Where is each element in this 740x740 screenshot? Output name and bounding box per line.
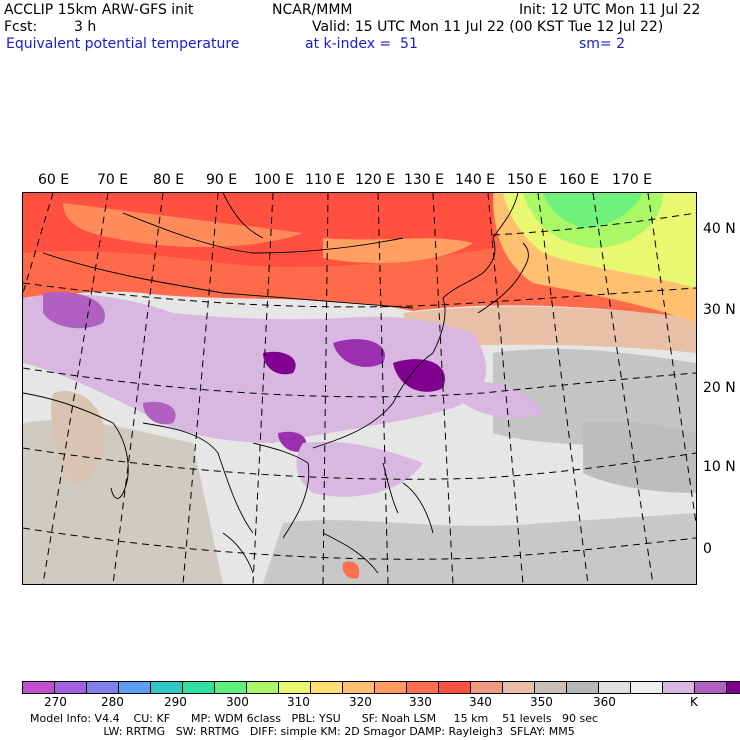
colorbar-label-310: 310: [287, 695, 310, 709]
colorbar-label-360: 360: [593, 695, 616, 709]
colorbar-cell: [407, 682, 439, 693]
colorbar-cell: [631, 682, 663, 693]
colorbar-cell: [279, 682, 311, 693]
valid-time: Valid: 15 UTC Mon 11 Jul 22 (00 KST Tue …: [312, 19, 664, 35]
colorbar-cell: [375, 682, 407, 693]
lon-label-160e: 160 E: [559, 172, 600, 188]
colorbar-label-340: 340: [469, 695, 492, 709]
lon-label-150e: 150 E: [507, 172, 548, 188]
colorbar-label-280: 280: [101, 695, 124, 709]
colorbar-label-320: 320: [349, 695, 372, 709]
colorbar-cell: [503, 682, 535, 693]
lon-label-170e: 170 E: [612, 172, 653, 188]
colorbar-cell: [183, 682, 215, 693]
colorbar-cell: [471, 682, 503, 693]
colorbar-label-350: 350: [530, 695, 553, 709]
lat-label-0: 0: [703, 541, 712, 557]
colorbar-label-330: 330: [409, 695, 432, 709]
center-label: NCAR/MMM: [272, 2, 353, 18]
colorbar-cell: [151, 682, 183, 693]
colorbar-cell: [87, 682, 119, 693]
forecast-hours: 3 h: [74, 19, 97, 35]
colorbar-cell: [535, 682, 567, 693]
lat-label-20n: 20 N: [703, 380, 736, 396]
colorbar-cell: [119, 682, 151, 693]
colorbar-cell: [343, 682, 375, 693]
colorbar-cell: [215, 682, 247, 693]
colorbar-cell: [439, 682, 471, 693]
lon-label-120e: 120 E: [355, 172, 396, 188]
lon-label-130e: 130 E: [404, 172, 445, 188]
model-info-line2: LW: RRTMG SW: RRTMG DIFF: simple KM: 2D …: [30, 725, 575, 738]
colorbar: [22, 681, 740, 694]
lat-label-40n: 40 N: [703, 221, 736, 237]
lat-label-10n: 10 N: [703, 459, 736, 475]
colorbar-cell: [727, 682, 740, 693]
map-svg: [23, 193, 696, 584]
lat-label-30n: 30 N: [703, 302, 736, 318]
colorbar-cell: [567, 682, 599, 693]
lon-label-60e: 60 E: [38, 172, 70, 188]
lon-label-140e: 140 E: [455, 172, 496, 188]
colorbar-label-290: 290: [164, 695, 187, 709]
lon-label-110e: 110 E: [305, 172, 346, 188]
field-name: Equivalent potential temperature: [6, 36, 240, 52]
colorbar-cell: [695, 682, 727, 693]
colorbar-cell: [55, 682, 87, 693]
model-title: ACCLIP 15km ARW-GFS init: [4, 2, 194, 18]
colorbar-cell: [23, 682, 55, 693]
colorbar-cell: [247, 682, 279, 693]
forecast-label: Fcst:: [4, 19, 38, 35]
lon-label-70e: 70 E: [97, 172, 129, 188]
lon-label-90e: 90 E: [206, 172, 238, 188]
colorbar-cell: [599, 682, 631, 693]
colorbar-label-300: 300: [226, 695, 249, 709]
colorbar-unit: K: [690, 695, 698, 709]
level-index: at k-index = 51: [305, 36, 418, 52]
init-time: Init: 12 UTC Mon 11 Jul 22: [519, 2, 701, 18]
model-info-line1: Model Info: V4.4 CU: KF MP: WDM 6class P…: [30, 712, 599, 725]
theta-e-map: [22, 192, 697, 585]
lon-label-100e: 100 E: [254, 172, 295, 188]
colorbar-label-270: 270: [44, 695, 67, 709]
smoothing-value: sm= 2: [579, 36, 626, 52]
colorbar-cell: [663, 682, 695, 693]
colorbar-cell: [311, 682, 343, 693]
lon-label-80e: 80 E: [153, 172, 185, 188]
